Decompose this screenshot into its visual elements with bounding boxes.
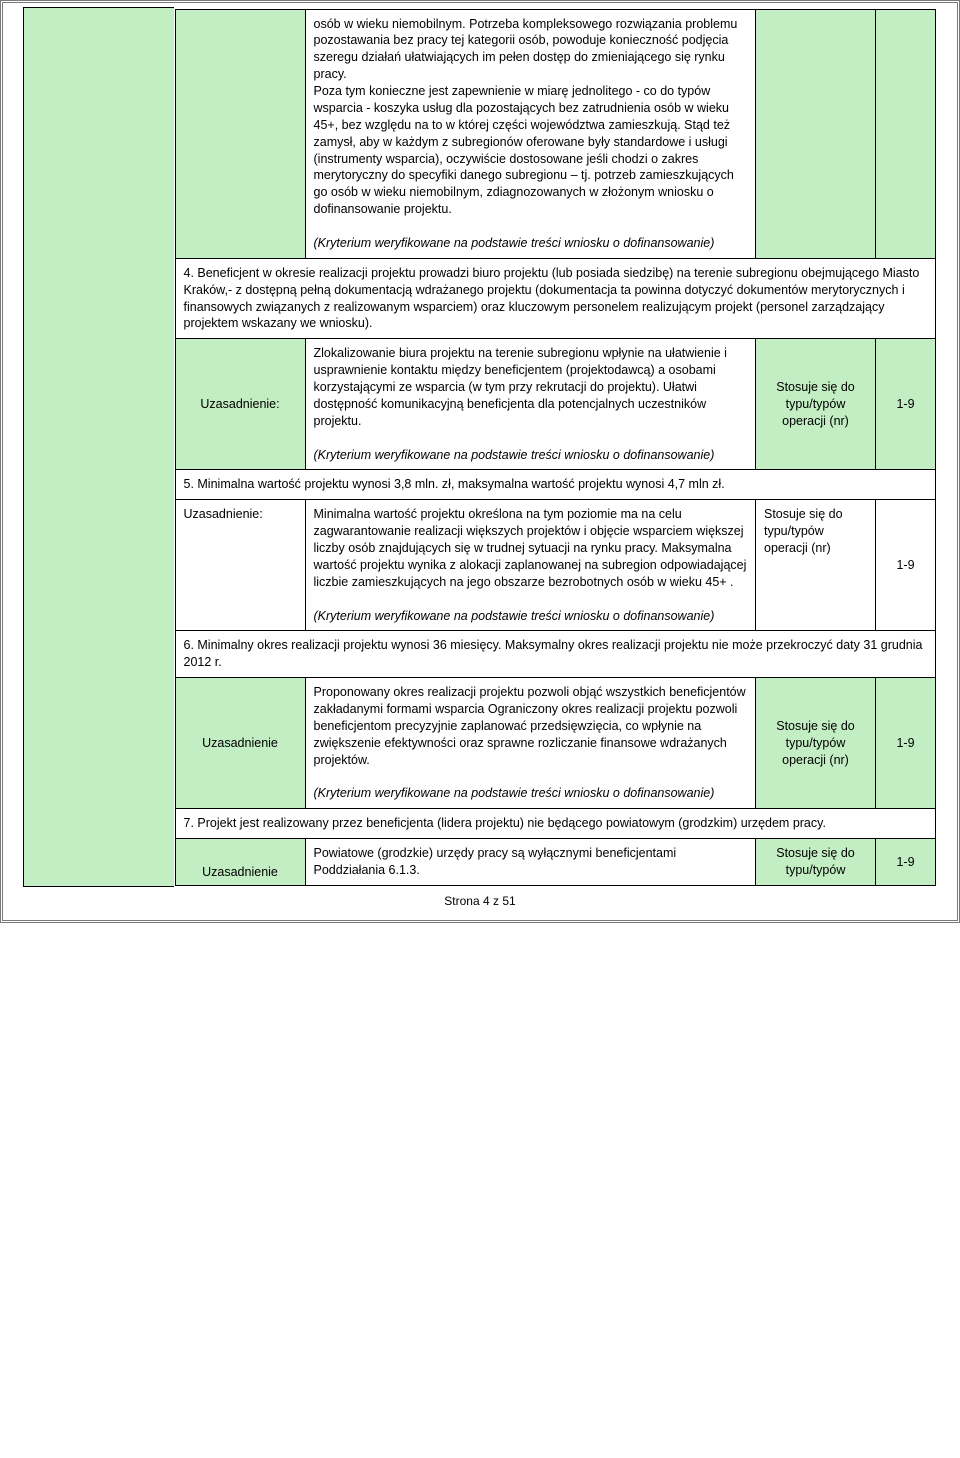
page-container: osób w wieku niemobilnym. Potrzeba kompl… bbox=[0, 0, 960, 923]
num-r7: 1-9 bbox=[876, 839, 936, 886]
h6-text: 6. Minimalny okres realizacji projektu w… bbox=[175, 631, 936, 678]
header-7: 7. Projekt jest realizowany przez benefi… bbox=[175, 809, 936, 839]
num-r4: 1-9 bbox=[876, 339, 936, 470]
header-5: 5. Minimalna wartość projektu wynosi 3,8… bbox=[175, 470, 936, 500]
row-5: Uzasadnienie: Minimalna wartość projektu… bbox=[175, 500, 936, 631]
stos-r0 bbox=[756, 9, 876, 258]
uzas-r4: Uzasadnienie: bbox=[175, 339, 305, 470]
row-7: Uzasadnienie Powiatowe (grodzkie) urzędy… bbox=[175, 839, 936, 886]
uzas-r6: Uzasadnienie bbox=[175, 678, 305, 809]
desc-r5-text: Minimalna wartość projektu określona na … bbox=[314, 507, 747, 589]
left-spacer bbox=[24, 8, 174, 887]
h7-text: 7. Projekt jest realizowany przez benefi… bbox=[175, 809, 936, 839]
desc-r5-note: (Kryterium weryfikowane na podstawie tre… bbox=[314, 609, 715, 623]
desc-r4-text: Zlokalizowanie biura projektu na terenie… bbox=[314, 346, 727, 428]
h5-text: 5. Minimalna wartość projektu wynosi 3,8… bbox=[175, 470, 936, 500]
desc-r6: Proponowany okres realizacji projektu po… bbox=[305, 678, 756, 809]
num-r5: 1-9 bbox=[876, 500, 936, 631]
stos-r4: Stosuje się do typu/typów operacji (nr) bbox=[756, 339, 876, 470]
desc-r4-note: (Kryterium weryfikowane na podstawie tre… bbox=[314, 448, 715, 462]
desc-r0: osób w wieku niemobilnym. Potrzeba kompl… bbox=[305, 9, 756, 258]
header-6: 6. Minimalny okres realizacji projektu w… bbox=[175, 631, 936, 678]
desc-r6-text: Proponowany okres realizacji projektu po… bbox=[314, 685, 746, 767]
header-4: 4. Beneficjent w okresie realizacji proj… bbox=[175, 258, 936, 339]
uzas-r0 bbox=[175, 9, 305, 258]
desc-r0-text: osób w wieku niemobilnym. Potrzeba kompl… bbox=[314, 17, 738, 217]
inner-table: osób w wieku niemobilnym. Potrzeba kompl… bbox=[175, 9, 937, 886]
row-continuation: osób w wieku niemobilnym. Potrzeba kompl… bbox=[175, 9, 936, 258]
main-column: osób w wieku niemobilnym. Potrzeba kompl… bbox=[174, 8, 938, 887]
desc-r0-note: (Kryterium weryfikowane na podstawie tre… bbox=[314, 236, 715, 250]
row-4: Uzasadnienie: Zlokalizowanie biura proje… bbox=[175, 339, 936, 470]
uzas-r7: Uzasadnienie bbox=[175, 839, 305, 886]
stos-r6: Stosuje się do typu/typów operacji (nr) bbox=[756, 678, 876, 809]
num-r0 bbox=[876, 9, 936, 258]
uzas-r5: Uzasadnienie: bbox=[175, 500, 305, 631]
stos-r7: Stosuje się do typu/typów bbox=[756, 839, 876, 886]
desc-r6-note: (Kryterium weryfikowane na podstawie tre… bbox=[314, 786, 715, 800]
stos-r5: Stosuje się do typu/typów operacji (nr) bbox=[756, 500, 876, 631]
num-r6: 1-9 bbox=[876, 678, 936, 809]
page-footer: Strona 4 z 51 bbox=[23, 887, 937, 909]
desc-r7: Powiatowe (grodzkie) urzędy pracy są wył… bbox=[305, 839, 756, 886]
desc-r4: Zlokalizowanie biura projektu na terenie… bbox=[305, 339, 756, 470]
desc-r5: Minimalna wartość projektu określona na … bbox=[305, 500, 756, 631]
row-6: Uzasadnienie Proponowany okres realizacj… bbox=[175, 678, 936, 809]
outer-table: osób w wieku niemobilnym. Potrzeba kompl… bbox=[23, 7, 937, 887]
h4-text: 4. Beneficjent w okresie realizacji proj… bbox=[175, 258, 936, 339]
